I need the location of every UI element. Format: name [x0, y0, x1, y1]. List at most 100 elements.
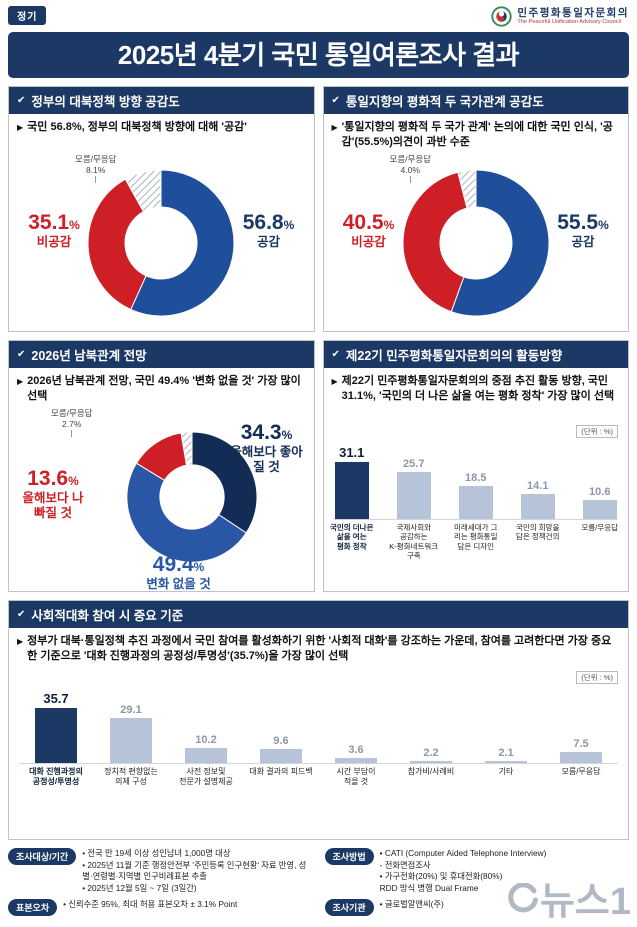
panel-summary-text: 정부가 대북·통일정책 추진 과정에서 국민 참여를 활성화하기 위한 '사회적… — [27, 635, 612, 663]
news1-watermark: 뉴스1 — [508, 870, 631, 925]
panel-summary-text: 2026년 남북관계 전망, 국민 49.4% '변화 없을 것' 가장 많이 … — [27, 375, 301, 403]
panel-summary-text: '통일지향의 평화적 두 국가 관계' 논의에 대한 국민 인식, '공감'(5… — [341, 121, 613, 149]
bar-category-label: 국민의 더나은 삶을 여는 평화 정착 — [330, 523, 374, 551]
dontknow-name: 모름/무응답 — [75, 154, 117, 164]
bar — [335, 758, 377, 764]
agree-value: 56.8% — [242, 211, 295, 234]
bar — [410, 760, 452, 764]
donut-segment — [87, 178, 147, 311]
panel-grid: ✔ 정부의 대북정책 방향 공감도 ▶ 국민 56.8%, 정부의 대북정책 방… — [8, 86, 629, 840]
bar-column: 10.2 사전 정보및 전문가 설명제공 — [172, 734, 240, 795]
page-title: 2025년 4분기 국민 통일여론조사 결과 — [8, 32, 629, 78]
donut-segment — [126, 462, 247, 563]
panel-council-direction: ✔ 제22기 민주평화통일자문회의의 활동방향 ▶ 제22기 민주평화통일자문회… — [322, 340, 629, 592]
bar-column: 31.1 국민의 더나은 삶을 여는 평화 정착 — [325, 445, 379, 569]
donut-chart-policy — [86, 168, 236, 323]
panel-summary: ▶ 제22기 민주평화통일자문회의의 중점 추진 활동 방향, 국민 31.1%… — [332, 374, 621, 420]
check-icon: ✔ — [17, 94, 26, 106]
top-strip: 정기 민주평화통일자문회의 The Peaceful Unification A… — [8, 6, 629, 30]
panel-body: ▶ 국민 56.8%, 정부의 대북정책 방향에 대해 '공감' 모름/무응답 … — [9, 114, 314, 336]
agree-name: 공감 — [571, 235, 595, 250]
donut-svg — [402, 169, 550, 317]
panel-2026-outlook: ✔ 2026년 남북관계 전망 ▶ 2026년 남북관계 전망, 국민 49.4… — [8, 340, 315, 592]
news1-swoosh-icon — [508, 882, 538, 912]
agree-label: 56.8% 공감 — [232, 211, 306, 250]
bar-column: 29.1 정치적 편향없는 의제 구성 — [97, 704, 165, 795]
panel-header: ✔ 정부의 대북정책 방향 공감도 — [9, 87, 314, 114]
panel-summary: ▶ '통일지향의 평화적 두 국가 관계' 논의에 대한 국민 인식, '공감'… — [332, 120, 621, 152]
dontknow-label: 모름/무응답 4.0% — [390, 154, 431, 184]
bar-value: 10.2 — [195, 734, 217, 746]
unit-row: (단위 : %) — [332, 421, 618, 439]
methodology-row: 조사기관 • 글로벌알앤씨(주) — [324, 899, 630, 917]
panel-summary: ▶ 정부가 대북·통일정책 추진 과정에서 국민 참여를 활성화하기 위한 '사… — [17, 634, 620, 666]
bar — [396, 472, 431, 520]
council-logo: 민주평화통일자문회의 The Peaceful Unification Advi… — [491, 6, 629, 27]
panel-body: ▶ 정부가 대북·통일정책 추진 과정에서 국민 참여를 활성화하기 위한 '사… — [9, 628, 628, 839]
bar-category-label: 참가비/사례비 — [407, 767, 455, 776]
donut-segment — [191, 431, 258, 534]
bar-column: 3.6 시간 부담이 적을 것 — [322, 744, 390, 795]
panel-summary-text: 국민 56.8%, 정부의 대북정책 방향에 대해 '공감' — [27, 121, 247, 133]
donut-chart-area: 모름/무응답 2.7% 13.6% 올해보다 나빠질 것 34.3% 올해보다 … — [17, 408, 306, 591]
bar-category-label: 대화 진행과정의 공정성/투명성 — [29, 767, 83, 786]
bar-value: 3.6 — [348, 744, 364, 757]
bar-category-label: 모름/무응답 — [561, 767, 601, 776]
agree-label: 55.5% 공감 — [546, 211, 620, 250]
panel-social-dialogue-criteria: ✔ 사회적대화 참여 시 중요 기준 ▶ 정부가 대북·통일정책 추진 과정에서… — [8, 600, 629, 840]
panel-header-label: 제22기 민주평화통일자문회의의 활동방향 — [345, 349, 563, 363]
bar-value: 31.1 — [339, 445, 365, 460]
bar-column: 18.5 미래세대가 그 리는 평화통일 담은 디자인 — [449, 472, 503, 570]
panel-body: ▶ 2026년 남북관계 전망, 국민 49.4% '변화 없을 것' 가장 많… — [9, 368, 314, 591]
target-period-badge: 조사대상/기간 — [8, 848, 77, 865]
donut-segment — [130, 169, 235, 317]
methodology-row: 조사방법 • CATI (Computer Aided Telephone In… — [324, 848, 630, 894]
method-text: • CATI (Computer Aided Telephone Intervi… — [379, 848, 547, 893]
donut-svg — [126, 431, 258, 563]
bullet-icon: ▶ — [17, 637, 24, 646]
panel-header-label: 2026년 남북관계 전망 — [31, 349, 147, 363]
no-change-name: 변화 없을 것 — [146, 577, 211, 592]
bar-value: 18.5 — [465, 471, 487, 484]
bar-value: 9.6 — [273, 734, 289, 747]
bar-column: 14.1 국민의 희망을 담은 정책건의 — [511, 480, 565, 569]
disagree-name: 비공감 — [36, 235, 72, 250]
donut-chart-area: 모름/무응답 4.0% 40.5% 비공감 55.5% 공감 — [332, 154, 621, 332]
news1-watermark-text: 뉴스1 — [539, 881, 631, 923]
better-value: 34.3% — [240, 421, 293, 444]
panel-summary: ▶ 2026년 남북관계 전망, 국민 49.4% '변화 없을 것' 가장 많… — [17, 374, 306, 406]
panel-summary-text: 제22기 민주평화통일자문회의의 중점 추진 활동 방향, 국민 31.1%, … — [341, 375, 615, 403]
bar-column: 7.5 모름/무응답 — [547, 738, 615, 795]
dontknow-label: 모름/무응답 2.7% — [51, 408, 92, 438]
worse-label: 13.6% 올해보다 나빠질 것 — [17, 467, 89, 521]
check-icon: ✔ — [17, 348, 26, 360]
panel-header: ✔ 사회적대화 참여 시 중요 기준 — [9, 601, 628, 628]
panel-header-label: 정부의 대북정책 방향 공감도 — [31, 95, 180, 109]
bar-column: 2.2 참가비/사례비 — [397, 747, 465, 796]
panel-header: ✔ 통일지향의 평화적 두 국가관계 공감도 — [323, 87, 628, 114]
bar — [35, 708, 77, 764]
bar — [485, 760, 527, 764]
methodology-right-column: 조사방법 • CATI (Computer Aided Telephone In… — [324, 848, 630, 917]
method-badge: 조사방법 — [324, 848, 374, 865]
donut-chart-area: 모름/무응답 8.1% 35.1% 비공감 56.8% 공감 — [17, 154, 306, 332]
bar — [334, 462, 369, 520]
regular-badge: 정기 — [8, 6, 47, 25]
bar-value: 25.7 — [403, 458, 425, 471]
agree-value: 55.5% — [557, 211, 609, 234]
bar-category-label: 국민의 희망을 담은 정책건의 — [516, 523, 560, 542]
dontknow-value: 8.1% — [86, 164, 106, 175]
no-change-value: 49.4% — [152, 553, 205, 576]
dontknow-label: 모름/무응답 8.1% — [75, 154, 117, 184]
bar-value: 2.1 — [498, 746, 514, 759]
sampling-error-badge: 표본오차 — [8, 899, 58, 917]
disagree-name: 비공감 — [351, 235, 386, 250]
bar-value: 7.5 — [573, 738, 589, 751]
bar-column: 10.6 모름/무응답 — [573, 486, 627, 569]
bar — [582, 500, 617, 520]
panel-header: ✔ 제22기 민주평화통일자문회의의 활동방향 — [323, 341, 628, 368]
unit-label: (단위 : %) — [576, 425, 618, 439]
panel-header-label: 사회적대화 참여 시 중요 기준 — [31, 609, 184, 623]
bar-value: 35.7 — [43, 691, 69, 706]
